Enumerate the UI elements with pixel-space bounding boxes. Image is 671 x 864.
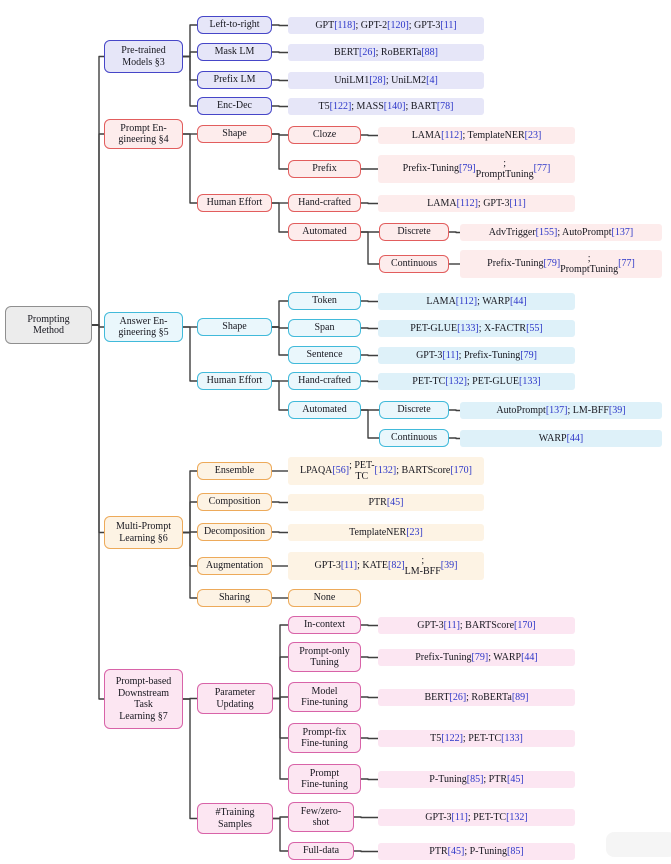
node-pe-hand-crafted: Hand-crafted: [288, 194, 361, 212]
leaf-enc-dec-models: T5 [122]; MASS [140]; BART [78]: [288, 98, 484, 115]
node-mp-augmentation: Augmentation: [197, 557, 272, 575]
node-in-context: In-context: [288, 616, 361, 634]
node-pe-human-effort: Human Effort: [197, 194, 272, 212]
node-ae-automated: Automated: [288, 401, 361, 419]
leaf-model-fine-tuning-papers: BERT [26]; RoBERTa [89]: [378, 689, 575, 706]
leaf-ae-span-papers: PET-GLUE [133]; X-FACTR [55]: [378, 320, 575, 337]
leaf-mask-lm-models: BERT [26]; RoBERTa [88]: [288, 44, 484, 61]
node-prompt-based-downstream: Prompt-based Downstream Task Learning §7: [104, 669, 183, 729]
node-ae-token: Token: [288, 292, 361, 310]
leaf-pe-discrete-papers: AdvTrigger [155]; AutoPrompt [137]: [460, 224, 662, 241]
node-training-samples: #Training Samples: [197, 803, 273, 834]
leaf-mp-ensemble-papers: LPAQA [56]; PET- TC [132]; BARTScore [170…: [288, 457, 484, 485]
leaf-prompt-fine-tuning-papers: P-Tuning [85]; PTR [45]: [378, 771, 575, 788]
node-ae-continuous: Continuous: [379, 429, 449, 447]
node-prompt-engineering: Prompt En-gineering §4: [104, 119, 183, 149]
leaf-mp-composition-papers: PTR [45]: [288, 494, 484, 511]
leaf-ae-continuous-papers: WARP [44]: [460, 430, 662, 447]
node-mp-composition: Composition: [197, 493, 272, 511]
leaf-prompt-fix-fine-tuning-papers: T5 [122]; PET-TC [133]: [378, 730, 575, 747]
node-full-data: Full-data: [288, 842, 354, 860]
leaf-in-context-papers: GPT-3 [11]; BARTScore [170]: [378, 617, 575, 634]
node-prompt-fine-tuning: Prompt Fine-tuning: [288, 764, 361, 794]
node-ae-human-effort: Human Effort: [197, 372, 272, 390]
leaf-pe-cloze-papers: LAMA [112]; TemplateNER [23]: [378, 127, 575, 144]
leaf-pe-continuous-papers: Prefix-Tuning [79]; PromptTuning [77]: [460, 250, 662, 278]
node-multi-prompt-learning: Multi-Prompt Learning §6: [104, 516, 183, 549]
node-pe-continuous: Continuous: [379, 255, 449, 273]
leaf-mp-augmentation-papers: GPT-3 [11]; KATE [82]; LM-BFF [39]: [288, 552, 484, 580]
node-mp-decomposition: Decomposition: [197, 523, 272, 541]
node-ae-shape: Shape: [197, 318, 272, 336]
node-mp-sharing-none: None: [288, 589, 361, 607]
node-model-fine-tuning: Model Fine-tuning: [288, 682, 361, 712]
node-ae-sentence: Sentence: [288, 346, 361, 364]
leaf-ae-token-papers: LAMA [112]; WARP [44]: [378, 293, 575, 310]
leaf-mp-decomposition-papers: TemplateNER [23]: [288, 524, 484, 541]
leaf-prompt-only-tuning-papers: Prefix-Tuning [79]; WARP [44]: [378, 649, 575, 666]
leaf-ae-discrete-papers: AutoPrompt [137]; LM-BFF [39]: [460, 402, 662, 419]
node-mask-lm: Mask LM: [197, 43, 272, 61]
node-pe-discrete: Discrete: [379, 223, 449, 241]
leaf-prefix-lm-models: UniLM1 [28]; UniLM2 [4]: [288, 72, 484, 89]
node-pretrained-models: Pre-trained Models §3: [104, 40, 183, 73]
node-parameter-updating: Parameter Updating: [197, 683, 273, 714]
node-ae-hand-crafted: Hand-crafted: [288, 372, 361, 390]
node-enc-dec: Enc-Dec: [197, 97, 272, 115]
node-prompt-fix-fine-tuning: Prompt-fix Fine-tuning: [288, 723, 361, 753]
node-prompt-only-tuning: Prompt-only Tuning: [288, 642, 361, 672]
node-ae-discrete: Discrete: [379, 401, 449, 419]
node-pe-prefix: Prefix: [288, 160, 361, 178]
node-answer-engineering: Answer En-gineering §5: [104, 312, 183, 342]
node-prefix-lm: Prefix LM: [197, 71, 272, 89]
node-pe-cloze: Cloze: [288, 126, 361, 144]
leaf-pe-hand-crafted-papers: LAMA [112]; GPT-3 [11]: [378, 195, 575, 212]
leaf-pe-prefix-papers: Prefix-Tuning [79]; PromptTuning [77]: [378, 155, 575, 183]
node-pe-automated: Automated: [288, 223, 361, 241]
leaf-ae-sentence-papers: GPT-3 [11]; Prefix-Tuning [79]: [378, 347, 575, 364]
node-left-to-right: Left-to-right: [197, 16, 272, 34]
overlay-fragment: [606, 832, 671, 857]
node-mp-sharing: Sharing: [197, 589, 272, 607]
node-prompting-method: Prompting Method: [5, 306, 92, 344]
node-few-zero-shot: Few/zero-shot: [288, 802, 354, 832]
leaf-few-zero-shot-papers: GPT-3 [11]; PET-TC [132]: [378, 809, 575, 826]
node-ae-span: Span: [288, 319, 361, 337]
leaf-left-to-right-models: GPT [118]; GPT-2 [120]; GPT-3 [11]: [288, 17, 484, 34]
node-mp-ensemble: Ensemble: [197, 462, 272, 480]
node-pe-shape: Shape: [197, 125, 272, 143]
leaf-ae-hand-crafted-papers: PET-TC [132]; PET-GLUE [133]: [378, 373, 575, 390]
leaf-full-data-papers: PTR [45]; P-Tuning [85]: [378, 843, 575, 860]
